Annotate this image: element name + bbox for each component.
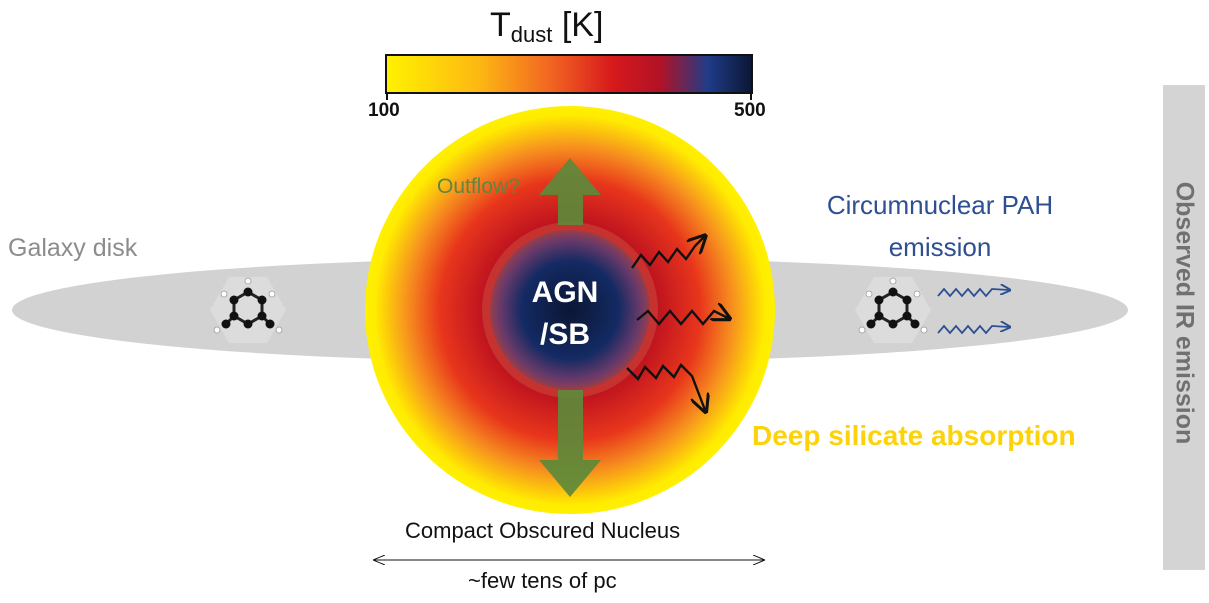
colorbar-min-label: 100 [368, 100, 400, 121]
ir-wave-arrows [626, 237, 728, 410]
colorbar-title: Tdust [K] [490, 6, 603, 48]
wave-arrow-icon [631, 237, 704, 269]
colorbar-title-unit: [K] [552, 6, 604, 44]
galaxy-disk-label: Galaxy disk [8, 234, 138, 262]
molecule-icon-left [210, 277, 286, 343]
wave-arrow-icon [937, 289, 1009, 298]
compact-nucleus-label: Compact Obscured Nucleus [405, 518, 681, 543]
colorbar-title-sub: dust [510, 22, 553, 47]
agn-label: AGN /SB [531, 276, 599, 351]
observed-ir-bar [1163, 85, 1205, 570]
outflow-arrow [539, 158, 601, 497]
outflow-label: Outflow? [437, 175, 520, 198]
scale-label: ~few tens of pc [468, 568, 617, 593]
silicate-label: Deep silicate absorption [752, 420, 1076, 451]
colorbar-max-label: 500 [734, 100, 766, 121]
colorbar-title-main: T [490, 6, 511, 44]
wave-arrow-icon [626, 363, 705, 410]
observed-ir-label: Observed IR emission [1170, 181, 1199, 445]
pah-wave-arrows [937, 289, 1009, 335]
colorbar [385, 54, 753, 94]
wave-arrow-icon [636, 311, 728, 326]
agn-core [490, 230, 650, 390]
circumnuclear-label: Circumnuclear PAH emission [826, 190, 1054, 262]
wave-arrow-icon [937, 326, 1009, 335]
molecule-icon-right [855, 277, 931, 343]
